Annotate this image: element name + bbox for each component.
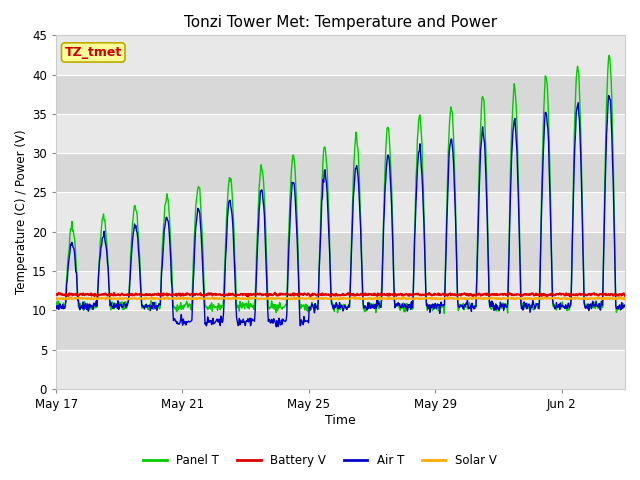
Solar V [289,296,297,301]
Solar V [375,294,383,300]
Bar [56,349,625,389]
Battery V [260,292,268,298]
Bar [56,192,625,232]
Battery V [291,290,298,296]
Solar V [334,297,342,302]
Panel T [621,303,629,309]
Air T [273,324,280,330]
Panel T [289,152,297,158]
Battery V [271,290,279,296]
Bar [56,153,625,192]
Air T [375,300,383,305]
Solar V [186,296,194,301]
Solar V [621,295,629,301]
Bar [56,36,625,74]
Line: Solar V: Solar V [56,297,625,300]
Battery V [243,294,251,300]
Solar V [73,295,81,301]
Panel T [440,311,448,316]
Battery V [513,291,521,297]
Air T [290,180,298,186]
Title: Tonzi Tower Met: Temperature and Power: Tonzi Tower Met: Temperature and Power [184,15,497,30]
Battery V [52,291,60,297]
Text: TZ_tmet: TZ_tmet [65,46,122,59]
Battery V [73,292,81,298]
Bar [56,74,625,114]
Solar V [259,296,267,301]
Battery V [376,292,383,298]
Bar [56,310,625,349]
Air T [73,270,81,276]
Battery V [621,293,629,299]
Legend: Panel T, Battery V, Air T, Solar V: Panel T, Battery V, Air T, Solar V [139,449,501,472]
Air T [259,198,267,204]
Air T [621,304,629,310]
Panel T [73,266,81,272]
X-axis label: Time: Time [325,414,356,427]
Panel T [374,303,382,309]
Panel T [186,302,194,308]
Air T [52,303,60,309]
Line: Panel T: Panel T [56,55,625,313]
Bar [56,114,625,153]
Air T [186,319,194,325]
Panel T [52,300,60,305]
Solar V [513,295,521,300]
Y-axis label: Temperature (C) / Power (V): Temperature (C) / Power (V) [15,130,28,294]
Panel T [259,174,267,180]
Panel T [605,52,613,58]
Battery V [186,292,194,298]
Air T [513,138,520,144]
Bar [56,271,625,310]
Line: Air T: Air T [56,96,625,327]
Line: Battery V: Battery V [56,293,625,297]
Bar [56,232,625,271]
Solar V [52,295,60,301]
Panel T [513,103,520,109]
Solar V [399,294,406,300]
Air T [605,93,612,98]
